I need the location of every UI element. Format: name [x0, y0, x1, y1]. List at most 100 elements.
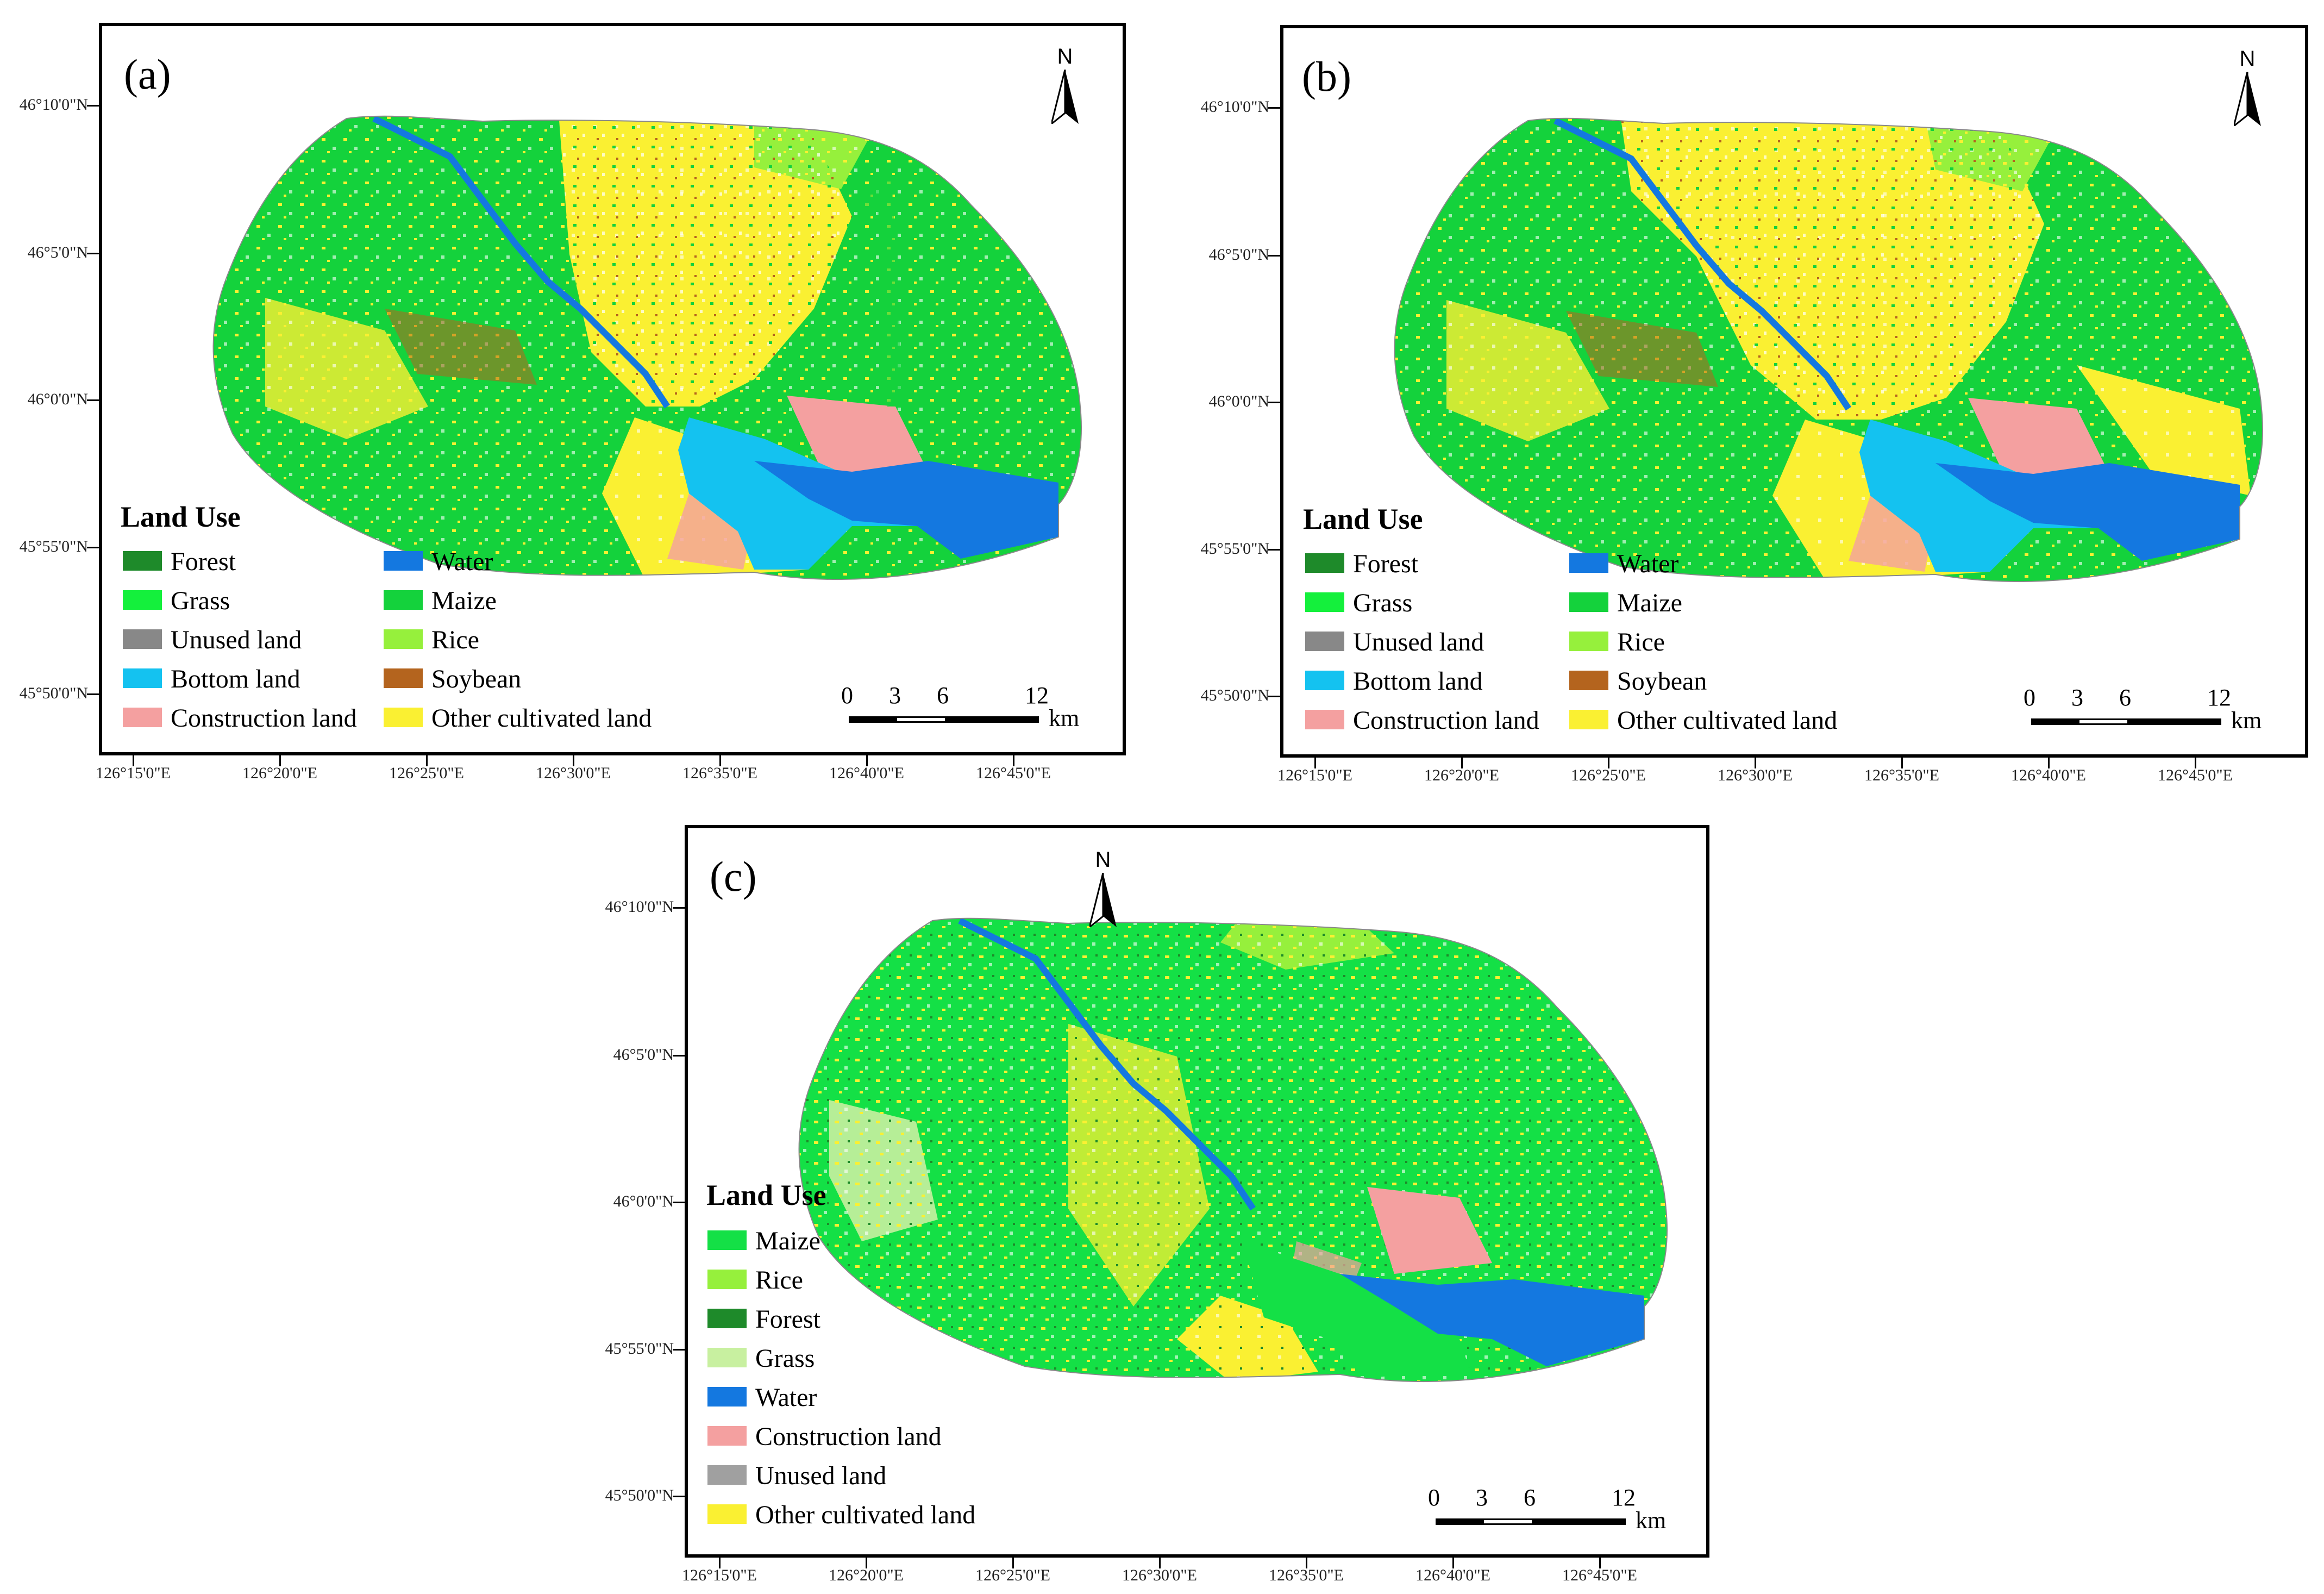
lat-label: 46°5'0"N	[613, 1046, 674, 1064]
legend-swatch	[1569, 632, 1608, 651]
panel-label: (a)	[124, 51, 171, 98]
legend-label: Water	[755, 1383, 817, 1412]
legend-label: Forest	[171, 547, 236, 576]
lon-tick	[133, 754, 134, 766]
legend-label: Unused land	[171, 626, 302, 654]
lon-tick	[1012, 1557, 1014, 1568]
legend-swatch	[707, 1465, 747, 1485]
legend-label: Bottom land	[1353, 667, 1483, 696]
scale-bar	[1436, 1518, 1626, 1525]
lon-label: 126°15'0"E	[96, 764, 171, 782]
legend-swatch	[123, 551, 162, 571]
lat-label: 46°0'0"N	[613, 1192, 674, 1210]
lat-tick	[87, 399, 99, 401]
legend-swatch	[707, 1426, 747, 1446]
north-label: N	[1057, 45, 1073, 68]
lon-label: 126°30'0"E	[1718, 766, 1793, 784]
lat-label: 46°0'0"N	[1208, 392, 1269, 410]
land-use-map	[1394, 117, 2263, 583]
lat-tick	[673, 1055, 685, 1057]
scale-bar	[2031, 718, 2221, 725]
scale-bar-segment	[2079, 720, 2127, 723]
land-use-map	[212, 115, 1082, 580]
legend-swatch	[384, 590, 423, 610]
lon-label: 126°20'0"E	[1424, 766, 1499, 784]
map-panel-c: (c) N	[587, 799, 1750, 1594]
legend-label: Construction land	[755, 1422, 942, 1451]
lon-label: 126°20'0"E	[829, 1566, 904, 1584]
legend-label: Other cultivated land	[1617, 706, 1838, 735]
lon-label: 126°45'0"E	[2158, 766, 2233, 784]
legend-swatch	[384, 551, 423, 571]
legend-swatch	[1569, 553, 1608, 573]
legend-label: Other cultivated land	[755, 1501, 976, 1529]
scale-label: 0	[841, 682, 853, 709]
legend-swatch	[1569, 671, 1608, 690]
legend-swatch	[123, 590, 162, 610]
legend-swatch	[384, 629, 423, 649]
lon-tick	[1901, 757, 1903, 768]
legend-label: Water	[431, 547, 493, 576]
lat-tick	[673, 907, 685, 909]
legend-label: Maize	[1617, 589, 1682, 617]
legend-swatch	[707, 1387, 747, 1407]
north-label: N	[1095, 848, 1111, 872]
lon-tick	[866, 1557, 867, 1568]
lon-label: 126°30'0"E	[536, 764, 611, 782]
map-panel-a: (a)	[0, 0, 1163, 783]
lon-label: 126°40'0"E	[1415, 1566, 1490, 1584]
lat-label: 46°10'0"N	[19, 96, 88, 114]
lon-tick	[1306, 1557, 1307, 1568]
lon-label: 126°25'0"E	[1571, 766, 1646, 784]
scale-label: 0	[2024, 684, 2035, 711]
lon-tick	[573, 754, 574, 766]
legend-label: Other cultivated land	[431, 704, 652, 733]
lat-tick	[673, 1202, 685, 1203]
lat-label: 46°10'0"N	[605, 898, 674, 916]
panel-label: (b)	[1302, 53, 1351, 100]
legend-label: Bottom land	[171, 665, 300, 693]
panel-label: (c)	[710, 853, 757, 900]
lon-label: 126°15'0"E	[1277, 766, 1352, 784]
scale-bar-segment	[897, 718, 945, 721]
legend-swatch	[1569, 592, 1608, 612]
legend-label: Construction land	[1353, 706, 1539, 735]
lon-tick	[719, 754, 721, 766]
lat-label: 45°55'0"N	[605, 1340, 674, 1358]
lat-label: 46°5'0"N	[1208, 246, 1269, 264]
map-panel-b: (b) N Land Use Forest Grass Unused	[1182, 0, 2324, 784]
legend-label: Forest	[1353, 549, 1418, 578]
legend-title: Land Use	[121, 501, 241, 533]
legend-swatch	[1305, 710, 1344, 729]
scale-label: 3	[889, 682, 901, 709]
lon-label: 126°35'0"E	[682, 764, 757, 782]
lat-label: 46°0'0"N	[27, 390, 88, 408]
lat-tick	[1268, 255, 1280, 257]
lat-tick	[1268, 696, 1280, 697]
lat-tick	[1268, 402, 1280, 403]
legend-swatch	[123, 629, 162, 649]
scale-unit: km	[1636, 1507, 1667, 1534]
legend-label: Rice	[1617, 628, 1665, 657]
scale-label: 6	[2119, 684, 2131, 711]
legend-title: Land Use	[1303, 503, 1423, 535]
legend-label: Grass	[171, 586, 230, 615]
lat-tick	[1268, 107, 1280, 109]
north-arrow-icon	[1051, 70, 1079, 124]
legend-label: Grass	[755, 1344, 815, 1373]
north-arrow-icon	[2234, 72, 2261, 126]
legend-label: Unused land	[755, 1461, 887, 1490]
scale-label: 12	[1025, 682, 1049, 709]
legend-swatch	[1305, 553, 1344, 573]
scale-bar-segment	[1484, 1520, 1532, 1523]
lon-tick	[426, 754, 428, 766]
land-use-map	[798, 917, 1668, 1383]
legend-swatch	[384, 708, 423, 727]
legend-swatch	[123, 668, 162, 688]
legend-swatch	[1305, 632, 1344, 651]
scale-label: 6	[937, 682, 949, 709]
legend-swatch	[1305, 592, 1344, 612]
legend-label: Construction land	[171, 704, 357, 733]
legend-label: Maize	[755, 1227, 820, 1255]
legend-swatch	[707, 1230, 747, 1250]
